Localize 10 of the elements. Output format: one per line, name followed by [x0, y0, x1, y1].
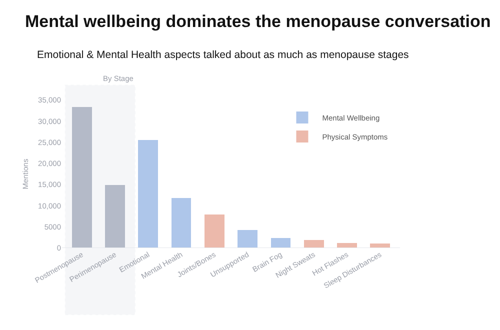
bar	[304, 240, 324, 248]
bar	[72, 107, 92, 248]
bar	[238, 230, 258, 248]
bar	[204, 214, 224, 248]
chart-subtitle: Emotional & Mental Health aspects talked about as much as menopause stages	[37, 49, 409, 61]
bar	[171, 198, 192, 248]
bar	[270, 238, 291, 248]
bar	[138, 140, 158, 248]
chart-title: Mental wellbeing dominates the menopause conversation	[25, 12, 491, 31]
bar	[105, 184, 125, 248]
